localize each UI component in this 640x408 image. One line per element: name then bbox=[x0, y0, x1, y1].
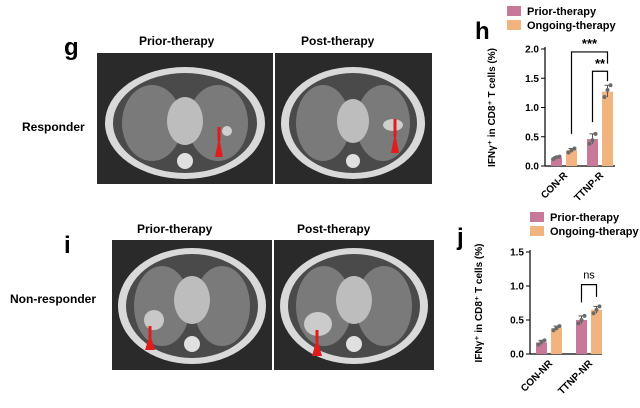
y-tick-label: 1.5 bbox=[510, 248, 524, 259]
header-prior-therapy-g: Prior-therapy bbox=[139, 34, 215, 48]
chart-j: Prior-therapy Ongoing-therapy 0.0 0.5 1.0 1.5… bbox=[474, 212, 639, 397]
legend-swatch-ongoing bbox=[530, 226, 544, 236]
header-post-therapy-i: Post-therapy bbox=[297, 222, 371, 236]
header-post-therapy-g: Post-therapy bbox=[301, 34, 375, 48]
bar-con-nr-prior bbox=[536, 342, 547, 354]
data-point bbox=[557, 324, 562, 329]
data-point bbox=[587, 141, 592, 146]
category-label-ttnp-r: TTNP-R bbox=[572, 170, 606, 204]
data-point bbox=[539, 339, 544, 344]
row-label-non-responder: Non-responder bbox=[10, 292, 97, 306]
data-point bbox=[557, 154, 562, 159]
legend-swatch-ongoing bbox=[507, 20, 521, 30]
data-point bbox=[554, 326, 559, 331]
significance-label-ns: ns bbox=[583, 270, 595, 282]
y-axis-label: IFNγ⁺ in CD8⁺ T cells (%) bbox=[474, 244, 485, 363]
panel-letter-i: i bbox=[64, 232, 71, 259]
data-point bbox=[593, 131, 598, 136]
bar-ttnp-nr-prior bbox=[576, 320, 587, 354]
y-tick-label: 1.5 bbox=[525, 74, 539, 85]
significance-bracket-2 bbox=[591, 70, 609, 123]
ct-scan-responder-prior bbox=[97, 53, 273, 184]
legend-label-prior: Prior-therapy bbox=[550, 212, 620, 224]
chart-h: Prior-therapy Ongoing-therapy 0.0 0.5 1.0 1.5… bbox=[487, 6, 616, 204]
bar-ttnp-r-prior bbox=[587, 139, 598, 166]
category-label-ttnp-nr: TTNP-NR bbox=[556, 358, 595, 397]
legend-label-prior: Prior-therapy bbox=[527, 6, 597, 18]
ct-image-nonresponder-prior bbox=[112, 240, 272, 370]
legend-swatch-prior bbox=[507, 6, 521, 16]
ct-image-responder-prior bbox=[97, 53, 273, 184]
bar-con-r-prior bbox=[551, 157, 562, 166]
category-label-con-r: CON-R bbox=[539, 170, 571, 202]
y-axis-label: IFNγ⁺ in CD8⁺ T cells (%) bbox=[487, 48, 498, 167]
significance-label-2: ** bbox=[595, 56, 606, 71]
y-tick-label: 2.0 bbox=[525, 45, 539, 56]
bar-con-r-ongoing bbox=[566, 150, 577, 166]
data-point bbox=[608, 83, 613, 88]
bar-con-nr-ongoing bbox=[551, 328, 562, 354]
y-tick-label: 0.5 bbox=[510, 316, 524, 327]
legend-label-ongoing: Ongoing-therapy bbox=[550, 226, 639, 238]
data-point bbox=[597, 304, 602, 309]
data-point bbox=[582, 313, 587, 318]
significance-bracket-1 bbox=[570, 51, 609, 134]
category-label-con-nr: CON-NR bbox=[519, 358, 556, 395]
data-point bbox=[551, 328, 556, 333]
ct-image-nonresponder-post bbox=[274, 240, 434, 370]
data-point bbox=[554, 155, 559, 160]
panel-letter-g: g bbox=[64, 34, 79, 61]
y-tick-label: 0.5 bbox=[525, 132, 539, 143]
data-point bbox=[576, 321, 581, 326]
data-point bbox=[536, 342, 541, 347]
legend-label-ongoing: Ongoing-therapy bbox=[527, 20, 616, 32]
panel-letter-j: j bbox=[457, 224, 464, 251]
data-point bbox=[590, 138, 595, 143]
header-prior-therapy-i: Prior-therapy bbox=[137, 222, 213, 236]
y-tick-label: 0.0 bbox=[525, 162, 539, 173]
ct-scan-responder-post bbox=[275, 53, 432, 184]
data-point bbox=[594, 307, 599, 312]
significance-bracket-ns bbox=[580, 284, 598, 303]
ct-scan-nonresponder-post bbox=[274, 240, 434, 370]
data-point bbox=[542, 338, 547, 343]
y-tick-label: 1.0 bbox=[525, 103, 539, 114]
y-tick-label: 1.0 bbox=[510, 282, 524, 293]
ct-scan-nonresponder-prior bbox=[112, 240, 272, 370]
data-point bbox=[591, 311, 596, 316]
ct-image-responder-post bbox=[275, 53, 432, 184]
data-point bbox=[566, 150, 571, 155]
legend-swatch-prior bbox=[530, 212, 544, 222]
data-point bbox=[605, 87, 610, 92]
data-point bbox=[572, 146, 577, 151]
data-point bbox=[579, 318, 584, 322]
data-point bbox=[551, 156, 556, 161]
y-tick-label: 0.0 bbox=[510, 350, 524, 361]
significance-label-1: *** bbox=[582, 36, 598, 51]
data-point bbox=[602, 94, 607, 99]
bar-ttnp-r-ongoing bbox=[602, 91, 613, 166]
bar-ttnp-nr-ongoing bbox=[591, 309, 602, 354]
panel-letter-h: h bbox=[475, 18, 490, 45]
data-point bbox=[569, 148, 574, 153]
row-label-responder: Responder bbox=[22, 120, 85, 134]
